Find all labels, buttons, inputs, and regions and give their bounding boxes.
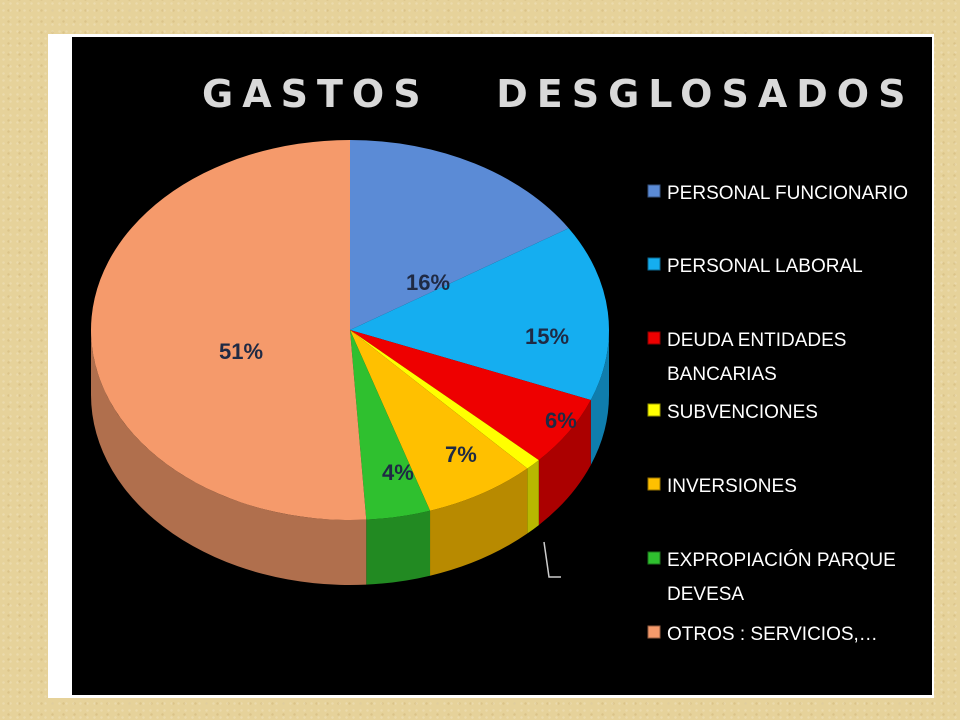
- pie-slice-inversiones: [350, 330, 528, 511]
- pie-side-deuda-entidades-bancarias: [538, 399, 591, 526]
- data-label-otros-servicios: 51%: [219, 339, 263, 364]
- pie-side-walls: [91, 330, 609, 586]
- legend-label-personal-laboral: PERSONAL LABORAL: [667, 256, 863, 277]
- pie-slice-personal-laboral: [350, 228, 610, 400]
- legend-label-subvenciones: SUBVENCIONES: [667, 402, 818, 423]
- legend-label-inversiones: INVERSIONES: [667, 476, 797, 497]
- chart-title: GASTOS DESGLOSADOS: [202, 72, 914, 116]
- legend-swatch-deuda-entidades-bancarias: [647, 331, 661, 345]
- pie-side-subvenciones: [527, 460, 539, 534]
- legend-label-personal-funcionario: PERSONAL FUNCIONARIO: [667, 183, 908, 204]
- legend-swatch-personal-funcionario: [647, 184, 661, 198]
- pie-side-personal-laboral: [590, 330, 609, 465]
- pie-side-expropiacion-parque-devesa: [366, 510, 431, 585]
- legend-label-deuda-entidades-bancarias: DEUDA ENTIDADES: [667, 330, 846, 351]
- data-label-personal-laboral: 15%: [525, 324, 569, 349]
- legend-swatch-personal-laboral: [647, 257, 661, 271]
- data-label-deuda-entidades-bancarias: 6%: [545, 408, 577, 433]
- pie-slice-subvenciones: [350, 330, 539, 469]
- legend-label-expropiacion-parque-devesa: EXPROPIACIÓN PARQUE: [667, 549, 896, 571]
- legend-label-deuda-entidades-bancarias-line2: BANCARIAS: [667, 364, 777, 385]
- leader-line: [543, 541, 561, 578]
- data-label-expropiacion-parque-devesa: 4%: [382, 460, 414, 485]
- chart-panel: GASTOS DESGLOSADOS 16% 15% 6% 7% 4% 51% PERSO…: [72, 37, 932, 695]
- pie-chart: GASTOS DESGLOSADOS 16% 15% 6% 7% 4% 51% PERSO…: [91, 72, 914, 645]
- legend-label-otros-servicios: OTROS : SERVICIOS,…: [667, 624, 878, 645]
- data-label-inversiones: 7%: [445, 442, 477, 467]
- pie-side-inversiones: [430, 468, 528, 576]
- data-label-personal-funcionario: 16%: [406, 270, 450, 295]
- pie-side-otros-servicios: [91, 330, 367, 586]
- pie-slice-expropiacion-parque-devesa: [350, 330, 431, 520]
- legend-swatch-expropiacion-parque-devesa: [647, 551, 661, 565]
- legend-swatch-inversiones: [647, 477, 661, 491]
- legend-swatch-subvenciones: [647, 403, 661, 417]
- legend-swatch-otros-servicios: [647, 625, 661, 639]
- legend-label-expropiacion-parque-devesa-line2: DEVESA: [667, 584, 744, 605]
- pie-slice-deuda-entidades-bancarias: [350, 330, 591, 461]
- pie-slice-personal-funcionario: [350, 140, 569, 330]
- pie-slice-otros-servicios: [91, 140, 367, 520]
